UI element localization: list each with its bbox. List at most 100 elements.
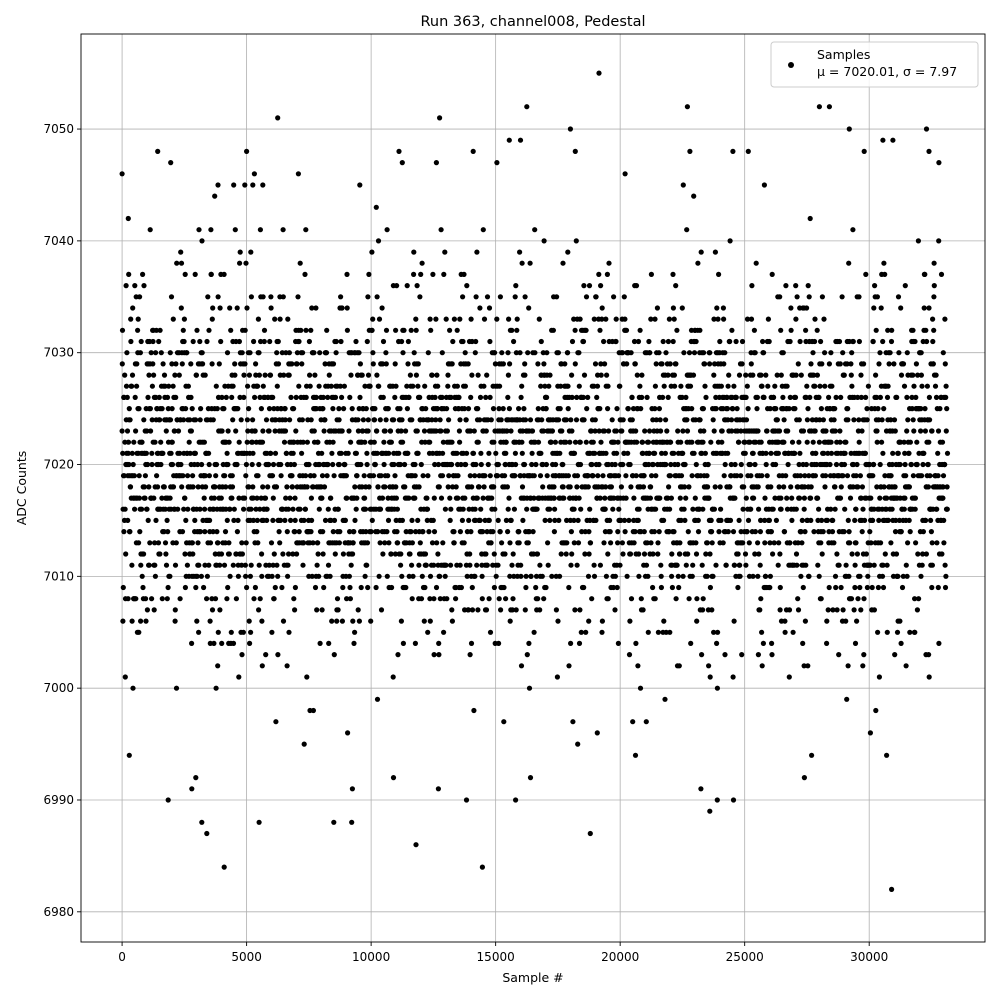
sample-point: [853, 540, 859, 546]
sample-point: [926, 305, 932, 311]
sample-point: [472, 473, 478, 479]
sample-point: [469, 584, 475, 591]
sample-point: [431, 529, 438, 535]
sample-point: [589, 461, 595, 468]
sample-point: [253, 372, 259, 378]
sample-point: [702, 361, 708, 367]
sample-point: [615, 540, 621, 546]
sample-point: [808, 517, 814, 524]
sample-point: [400, 640, 406, 647]
sample-point: [256, 461, 262, 468]
sample-point: [608, 484, 615, 490]
sample-point: [464, 450, 470, 456]
sample-point: [627, 618, 633, 624]
sample-point: [711, 428, 717, 434]
sample-point: [648, 540, 654, 546]
sample-point: [635, 338, 642, 345]
sample-point: [760, 640, 767, 647]
sample-point: [410, 383, 416, 389]
sample-point: [789, 439, 796, 445]
sample-point: [849, 383, 855, 389]
sample-point: [647, 495, 654, 501]
sample-point: [933, 372, 939, 378]
sample-point: [661, 517, 667, 524]
sample-point: [411, 350, 417, 356]
sample-point: [762, 495, 768, 501]
sample-point: [137, 294, 143, 300]
sample-point: [373, 204, 379, 210]
sample-point: [386, 540, 392, 546]
sample-point: [552, 506, 558, 512]
sample-point: [241, 394, 247, 400]
sample-point: [316, 573, 322, 579]
sample-point: [701, 350, 707, 356]
sample-point: [585, 484, 591, 490]
sample-point: [122, 372, 128, 378]
sample-point: [809, 417, 816, 423]
sample-point: [649, 473, 655, 479]
sample-point: [414, 428, 420, 434]
sample-point: [161, 484, 167, 490]
sample-point: [678, 517, 684, 524]
sample-point: [632, 361, 638, 367]
sample-point: [699, 562, 705, 568]
sample-point: [211, 495, 217, 501]
sample-point: [864, 417, 870, 423]
sample-point: [840, 607, 846, 613]
sample-point: [513, 461, 519, 468]
sample-point: [756, 506, 762, 512]
sample-point: [413, 529, 419, 535]
sample-point: [393, 327, 399, 333]
sample-point: [192, 271, 198, 277]
sample-point: [219, 640, 225, 647]
sample-point: [904, 394, 910, 400]
sample-point: [846, 126, 852, 132]
sample-point: [663, 461, 669, 468]
sample-point: [574, 562, 580, 568]
sample-point: [644, 540, 650, 546]
sample-point: [430, 517, 436, 524]
sample-point: [126, 271, 132, 277]
sample-point: [400, 439, 406, 445]
y-tick-label: 7020: [43, 458, 74, 472]
sample-point: [453, 596, 459, 602]
sample-point: [366, 271, 372, 277]
sample-point: [654, 305, 661, 311]
sample-point: [520, 428, 526, 434]
sample-point: [474, 495, 480, 501]
sample-point: [507, 618, 513, 624]
sample-point: [925, 484, 932, 490]
sample-point: [645, 573, 651, 579]
sample-point: [689, 473, 695, 479]
sample-point: [857, 584, 863, 591]
sample-point: [587, 540, 594, 546]
sample-point: [840, 350, 846, 356]
sample-point: [125, 596, 131, 602]
sample-point: [572, 361, 578, 367]
sample-point: [467, 428, 474, 434]
sample-point: [828, 439, 834, 445]
sample-point: [424, 495, 430, 501]
sample-point: [849, 350, 855, 356]
sample-point: [564, 540, 570, 546]
sample-point: [819, 517, 825, 524]
sample-point: [370, 316, 376, 322]
sample-point: [775, 439, 782, 445]
sample-point: [214, 529, 220, 535]
sample-point: [828, 350, 834, 356]
sample-point: [665, 394, 671, 400]
sample-point: [767, 573, 774, 579]
sample-point: [617, 383, 623, 389]
sample-point: [845, 517, 851, 524]
sample-point: [507, 361, 513, 367]
sample-point: [712, 361, 718, 367]
sample-point: [150, 361, 156, 367]
sample-point: [215, 663, 221, 669]
sample-point: [574, 394, 580, 400]
sample-point: [732, 461, 738, 468]
sample-point: [710, 417, 716, 423]
sample-point: [856, 294, 862, 300]
sample-point: [647, 428, 653, 434]
sample-point: [781, 439, 787, 445]
sample-point: [517, 473, 524, 479]
